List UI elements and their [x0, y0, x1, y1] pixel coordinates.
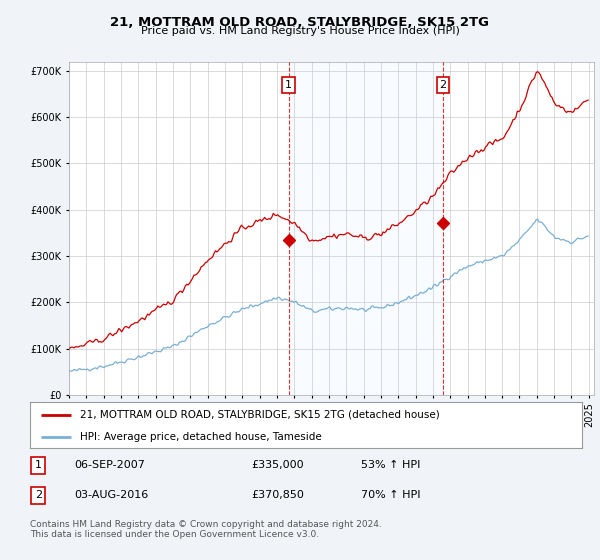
Text: 21, MOTTRAM OLD ROAD, STALYBRIDGE, SK15 2TG (detached house): 21, MOTTRAM OLD ROAD, STALYBRIDGE, SK15 …	[80, 410, 439, 420]
Text: £370,850: £370,850	[251, 491, 304, 501]
Text: 03-AUG-2016: 03-AUG-2016	[74, 491, 148, 501]
Text: 2: 2	[35, 491, 42, 501]
Text: HPI: Average price, detached house, Tameside: HPI: Average price, detached house, Tame…	[80, 432, 322, 441]
Text: 70% ↑ HPI: 70% ↑ HPI	[361, 491, 421, 501]
Text: £335,000: £335,000	[251, 460, 304, 470]
Text: 21, MOTTRAM OLD ROAD, STALYBRIDGE, SK15 2TG: 21, MOTTRAM OLD ROAD, STALYBRIDGE, SK15 …	[110, 16, 490, 29]
Text: Contains HM Land Registry data © Crown copyright and database right 2024.
This d: Contains HM Land Registry data © Crown c…	[30, 520, 382, 539]
Text: Price paid vs. HM Land Registry's House Price Index (HPI): Price paid vs. HM Land Registry's House …	[140, 26, 460, 36]
Text: 1: 1	[35, 460, 42, 470]
Text: 53% ↑ HPI: 53% ↑ HPI	[361, 460, 421, 470]
Text: 1: 1	[285, 80, 292, 90]
Text: 06-SEP-2007: 06-SEP-2007	[74, 460, 145, 470]
Bar	[289, 62, 443, 395]
Text: 2: 2	[439, 80, 446, 90]
